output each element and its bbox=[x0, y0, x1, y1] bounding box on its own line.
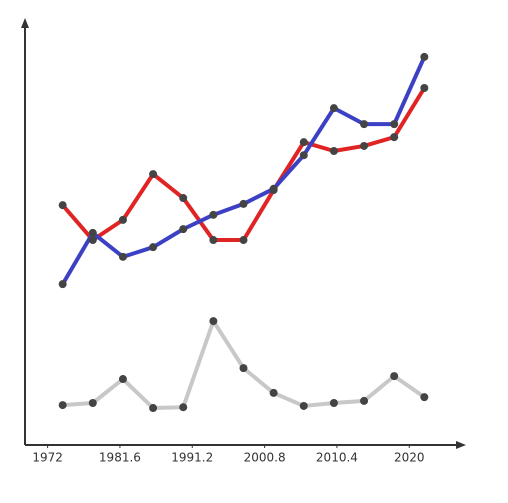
point bbox=[420, 84, 429, 92]
point bbox=[149, 170, 158, 179]
point bbox=[239, 199, 248, 208]
x-tick-label: 2000.8 bbox=[244, 451, 286, 465]
point bbox=[390, 372, 399, 381]
point bbox=[360, 141, 369, 150]
point bbox=[360, 396, 369, 405]
point bbox=[149, 243, 158, 252]
point bbox=[329, 104, 338, 113]
point bbox=[179, 225, 188, 234]
point bbox=[88, 236, 97, 245]
x-tick-label: 1991.2 bbox=[171, 451, 213, 465]
series-line bbox=[60, 56, 427, 286]
point bbox=[239, 236, 248, 245]
x-tick-label: 2010.4 bbox=[316, 451, 358, 465]
point bbox=[420, 393, 429, 402]
point bbox=[329, 147, 338, 155]
point bbox=[88, 228, 97, 237]
point bbox=[299, 401, 308, 410]
point bbox=[390, 133, 399, 142]
point bbox=[179, 403, 188, 412]
point bbox=[329, 399, 338, 407]
x-axis-arrow bbox=[456, 441, 466, 449]
point bbox=[118, 252, 127, 261]
y-axis-arrow bbox=[21, 18, 29, 28]
point bbox=[420, 52, 429, 61]
point bbox=[269, 388, 278, 397]
point bbox=[58, 201, 67, 210]
x-tick-label: 1981.6 bbox=[99, 451, 141, 465]
point bbox=[118, 215, 127, 224]
point bbox=[269, 184, 278, 193]
point bbox=[360, 120, 369, 129]
point bbox=[299, 138, 308, 147]
point bbox=[118, 375, 127, 384]
point bbox=[239, 364, 248, 373]
point bbox=[209, 236, 218, 245]
point bbox=[58, 401, 67, 410]
point bbox=[88, 399, 97, 407]
point bbox=[390, 120, 399, 129]
point bbox=[179, 194, 188, 203]
point bbox=[209, 210, 218, 219]
series-line bbox=[61, 86, 427, 243]
x-tick-label: 2020 bbox=[394, 451, 425, 465]
x-tick-label: 1972 bbox=[32, 451, 63, 465]
point bbox=[149, 404, 158, 413]
point bbox=[58, 280, 67, 289]
point bbox=[299, 151, 308, 160]
point bbox=[209, 317, 218, 326]
